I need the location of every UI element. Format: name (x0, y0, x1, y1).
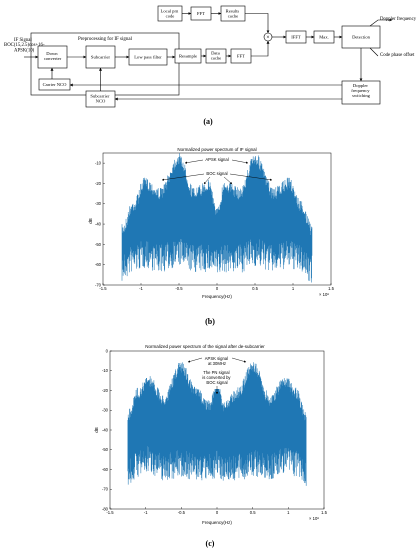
y-tick-label: -20 (95, 181, 102, 186)
caption-a: (a) (203, 117, 213, 126)
chart-b: Normalized power spectrum of IF signal -… (88, 147, 335, 326)
detection-label: Detection (352, 35, 371, 40)
y-tick-label: -30 (102, 408, 109, 413)
y-tick-label: 0 (106, 348, 109, 353)
x-tick-label: 0.5 (250, 510, 256, 515)
x-tick-label: 0.5 (252, 286, 258, 291)
x-tick-label: 1.5 (321, 510, 327, 515)
chart-b-boc-annotation: BOC signal (206, 171, 227, 176)
subcarrier-label: Subcarrier (91, 55, 111, 60)
chart-b-yticks: -10 -20 -30 -40 -50 -60 -70 (95, 161, 105, 287)
local-prn-code-label: Local prn code (161, 9, 180, 19)
chart-c-title: Normalized power spectrum of the signal … (145, 344, 265, 349)
x-tick-label: 1.5 (328, 286, 334, 291)
y-tick-label: -20 (102, 388, 109, 393)
x-tick-label: -1.5 (99, 286, 107, 291)
y-tick-label: -10 (102, 368, 109, 373)
x-tick-label: -0.5 (175, 286, 183, 291)
chart-c-xticks: -1.5 -1 -0.5 0 0.5 1 1.5 (106, 507, 328, 515)
multiplier-symbol: × (266, 35, 269, 41)
x-tick-label: 1 (292, 286, 295, 291)
chart-c-apsk-annotation: APSK signal at 30MHz (205, 356, 229, 366)
chart-c-spectrum (127, 362, 307, 486)
chart-b-xlabel: Frequency(Hz) (202, 294, 232, 299)
ifft-label: IFFT (291, 35, 301, 40)
fft-top-label: FFT (197, 11, 205, 16)
chart-c-pn-annotation: The PN signal is converted by BOC signal (202, 370, 231, 385)
down-converter-label: Down converter (44, 51, 62, 61)
y-tick-label: -80 (102, 506, 109, 511)
chart-c-xlabel: Frequency(Hz) (202, 520, 232, 525)
max-label: Max. (319, 35, 329, 40)
x-tick-label: 0 (216, 510, 219, 515)
y-tick-label: -60 (95, 262, 102, 267)
low-pass-filter-label: Low pass filter (134, 55, 162, 60)
input-signal-label: IF Signal BOC(15,2.5)cos+16- APSK(10) (4, 38, 46, 53)
x-tick-label: 1 (287, 510, 290, 515)
subcarrier-nco-label: Subcarrier NCO (90, 94, 110, 104)
x-tick-label: -0.5 (178, 510, 186, 515)
spectrum-trace (127, 362, 307, 486)
data-cache-label: Data cache (211, 51, 221, 61)
caption-c: (c) (206, 539, 215, 548)
y-tick-label: -50 (102, 447, 109, 452)
chart-b-title: Normalized power spectrum of IF signal (177, 147, 256, 152)
y-tick-label: -40 (95, 221, 102, 226)
chart-b-xticks: -1.5 -1 -0.5 0 0.5 1 1.5 (99, 283, 335, 291)
x-tick-label: -1 (139, 286, 143, 291)
fft-bottom-label: FFT (237, 54, 245, 59)
chart-b-ylabel: dB (88, 218, 93, 224)
chart-b-apsk-annotation: APSK signal (205, 157, 228, 162)
chart-c-annotation-box (197, 354, 237, 389)
resample-label: Resample (179, 54, 197, 59)
caption-b: (b) (205, 317, 215, 326)
chart-c-yticks: 0 -10 -20 -30 -40 -50 -60 -70 -80 (102, 348, 112, 511)
chart-c-apsk-arrows (187, 357, 247, 363)
diagram-connectors (24, 12, 393, 101)
y-tick-label: -40 (102, 427, 109, 432)
doppler-frequency-output: Doppler frequency (380, 17, 417, 22)
chart-c-ylabel: dB (94, 427, 99, 433)
chart-b-apsk-arrows (184, 159, 249, 164)
results-cache-label: Results cache (226, 9, 241, 19)
x-tick-label: 0 (216, 286, 219, 291)
preprocessing-title: Preprocessing for IF signal (78, 37, 133, 42)
y-tick-label: -10 (95, 161, 102, 166)
chart-b-spectrum (121, 153, 313, 283)
doppler-switching-label: Doppler frequency switching (351, 83, 371, 98)
y-tick-label: -60 (102, 467, 109, 472)
chart-c-xexp: × 10⁸ (309, 516, 319, 521)
x-tick-label: -1.5 (106, 510, 114, 515)
carrier-nco-label: Carrier NCO (43, 82, 68, 87)
chart-c: Normalized power spectrum of the signal … (94, 344, 328, 548)
y-tick-label: -30 (95, 201, 102, 206)
chart-b-boc-arrows (161, 173, 273, 185)
chart-b-xexp: × 10⁸ (319, 292, 329, 297)
code-phase-offset-output: Code phase offset (380, 53, 415, 58)
y-tick-label: -50 (95, 242, 102, 247)
y-tick-label: -70 (102, 487, 109, 492)
block-diagram: IF Signal BOC(15,2.5)cos+16- APSK(10) Pr… (4, 5, 417, 126)
y-tick-label: -70 (95, 282, 102, 287)
spectrum-trace (121, 153, 313, 283)
x-tick-label: -1 (144, 510, 148, 515)
